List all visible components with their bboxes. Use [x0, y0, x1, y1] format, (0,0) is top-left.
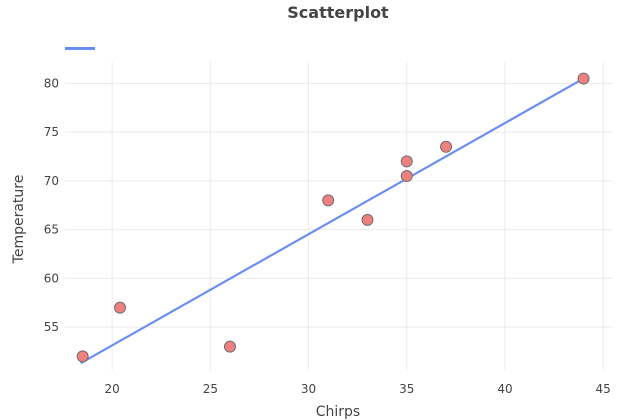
y-tick-label: 80 — [44, 76, 59, 90]
x-tick-label: 20 — [104, 382, 119, 396]
data-point[interactable] — [440, 140, 453, 153]
x-tick-label: 30 — [301, 382, 316, 396]
y-tick-label: 60 — [44, 271, 59, 285]
y-axis-title: Temperature — [11, 175, 27, 265]
y-tick-label: 75 — [44, 125, 59, 139]
y-tick-label: 65 — [44, 223, 59, 237]
x-axis-ticks: 20 25 30 35 40 45 — [104, 382, 610, 396]
data-point[interactable] — [577, 72, 590, 85]
x-tick-label: 25 — [203, 382, 218, 396]
scatter-points — [76, 72, 590, 363]
fit-line-layer — [80, 77, 585, 365]
fit-line[interactable] — [80, 77, 585, 365]
x-axis-title: Chirps — [316, 404, 360, 420]
x-tick-label: 45 — [596, 382, 611, 396]
data-point[interactable] — [322, 194, 335, 207]
chart-title: Scatterplot — [287, 3, 389, 22]
data-point[interactable] — [113, 301, 126, 314]
grid-lines — [65, 62, 613, 370]
y-axis-ticks: 55 60 65 70 75 80 — [44, 76, 59, 334]
data-point[interactable] — [400, 155, 413, 168]
data-point[interactable] — [223, 340, 236, 353]
data-point[interactable] — [76, 350, 89, 363]
y-tick-label: 70 — [44, 174, 59, 188]
x-tick-label: 35 — [399, 382, 414, 396]
y-tick-label: 55 — [44, 320, 59, 334]
data-point[interactable] — [400, 170, 413, 183]
data-point[interactable] — [361, 213, 374, 226]
x-tick-label: 40 — [497, 382, 512, 396]
